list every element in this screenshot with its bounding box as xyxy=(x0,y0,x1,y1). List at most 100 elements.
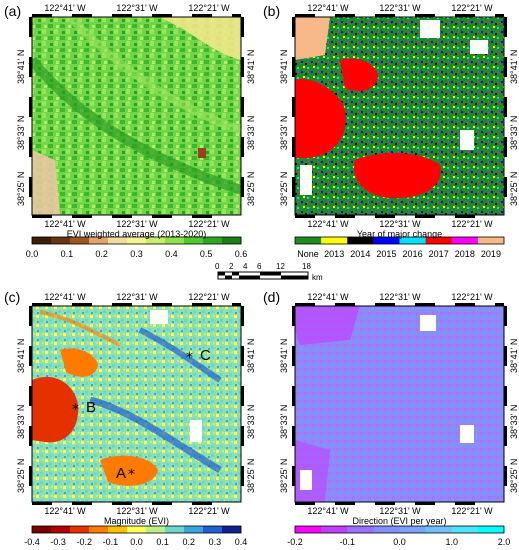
colorbar-swatch xyxy=(165,237,185,244)
colorbar-swatch xyxy=(295,237,322,244)
colorbar-tick-label: -0.3 xyxy=(50,537,66,547)
lon-label: 122°41' W xyxy=(307,292,349,302)
colorbar-frame xyxy=(294,525,505,534)
frame-bars xyxy=(29,14,507,505)
scale-tick: 12 xyxy=(276,262,285,271)
colorbar-swatch xyxy=(89,526,109,533)
lat-label: 38°25' N xyxy=(279,458,289,493)
lon-label: 122°21' W xyxy=(451,506,493,516)
colorbar-swatch xyxy=(373,237,400,244)
colorbar-swatch xyxy=(70,526,90,533)
colorbar-c xyxy=(31,525,242,534)
colorbar-d xyxy=(294,525,505,534)
lon-label: 122°41' W xyxy=(44,292,86,302)
lat-label: 38°33' N xyxy=(16,115,26,150)
lat-label: 38°33' N xyxy=(509,404,519,439)
lat-label: 38°25' N xyxy=(509,171,519,206)
lat-label: 38°41' N xyxy=(509,338,519,373)
colorbar-swatch xyxy=(203,526,223,533)
colorbar-frame xyxy=(31,525,242,534)
colorbar-tick-label: -0.2 xyxy=(76,537,92,547)
lat-label: 38°33' N xyxy=(279,404,289,439)
lat-label: 38°25' N xyxy=(246,458,256,493)
lon-label: 122°21' W xyxy=(451,219,493,229)
colorbar-swatch xyxy=(425,526,453,533)
scale-unit: km xyxy=(312,273,323,282)
lon-label: 122°31' W xyxy=(379,506,421,516)
lat-label: 38°33' N xyxy=(509,115,519,150)
panel-label-b: (b) xyxy=(263,3,281,19)
colorbar-tick-label: 0.3 xyxy=(208,537,222,547)
colorbar-tick-label: 0.4 xyxy=(165,249,178,259)
colorbar-tick-label: 1.0 xyxy=(445,537,458,547)
point-label-c: C xyxy=(200,347,211,364)
lat-label: 38°41' N xyxy=(246,49,256,84)
colorbar-swatch xyxy=(477,526,505,533)
lat-label: 38°33' N xyxy=(246,404,256,439)
colorbar-frame xyxy=(294,236,505,245)
map-b xyxy=(294,16,505,216)
lon-label: 122°41' W xyxy=(307,219,349,229)
lon-label: 122°21' W xyxy=(188,292,230,302)
colorbar-tick-label: 0.0 xyxy=(25,249,39,259)
colorbar-tick-label: 0.3 xyxy=(130,249,143,259)
panel-label-d: (d) xyxy=(263,289,281,305)
colorbar-swatch xyxy=(165,526,185,533)
colorbar-title-a: EVI weighted average (2013-2020) xyxy=(66,229,207,239)
colorbar-swatch xyxy=(32,237,52,244)
lon-label: 122°31' W xyxy=(116,506,158,516)
lon-label: 122°41' W xyxy=(44,506,86,516)
colorbar-tick-label: 2015 xyxy=(376,249,397,259)
colorbar-tick-label: None xyxy=(297,249,319,259)
colorbar-tick-label: 2019 xyxy=(480,249,501,259)
colorbar-swatch xyxy=(425,237,453,244)
lat-label: 38°33' N xyxy=(16,404,26,439)
colorbar-swatch xyxy=(184,237,204,244)
point-markers: * * * xyxy=(72,350,193,483)
lon-label: 122°31' W xyxy=(379,3,421,13)
lon-label: 122°31' W xyxy=(116,292,158,302)
colorbar-a xyxy=(31,236,242,245)
lat-label: 38°25' N xyxy=(509,458,519,493)
colorbar-frame xyxy=(31,236,242,245)
colorbar-title-b: Year of major change xyxy=(356,229,443,239)
colorbar-tick-label: 2016 xyxy=(402,249,423,259)
lat-label: 38°41' N xyxy=(16,49,26,84)
lon-label: 122°21' W xyxy=(451,292,493,302)
colorbar-swatch xyxy=(146,526,166,533)
colorbar-tick-label: 0.0 xyxy=(393,537,406,547)
colorbar-tick-label: 0.2 xyxy=(182,537,195,547)
colorbar-swatch xyxy=(373,526,400,533)
scale-tick: 6 xyxy=(257,262,262,271)
colorbar-swatch xyxy=(184,526,204,533)
scale-tick: 0 xyxy=(215,262,220,271)
colorbar-swatch xyxy=(51,526,71,533)
colorbar-swatch xyxy=(321,526,348,533)
point-a-star: * xyxy=(128,467,135,483)
lon-label: 122°41' W xyxy=(44,3,86,13)
colorbar-tick-label: 0.2 xyxy=(95,249,108,259)
colorbar-swatch xyxy=(108,526,128,533)
lon-label: 122°21' W xyxy=(188,3,230,13)
lon-label: 122°31' W xyxy=(116,219,158,229)
colorbar-swatch xyxy=(70,237,90,244)
colorbar-tick-label: -0.4 xyxy=(24,537,40,547)
panel-label-a: (a) xyxy=(4,3,22,19)
lat-label: 38°33' N xyxy=(279,115,289,150)
colorbar-tick-label: -0.2 xyxy=(287,537,303,547)
colorbar-tick-label: -0.1 xyxy=(339,537,355,547)
colorbar-swatch xyxy=(399,237,426,244)
colorbar-tick-label: 2.0 xyxy=(497,537,511,547)
colorbar-swatch xyxy=(321,237,348,244)
colorbar-swatch xyxy=(127,526,147,533)
colorbar-swatch xyxy=(127,237,147,244)
colorbar-b xyxy=(294,236,505,245)
colorbar-tick-label: 0.4 xyxy=(234,537,248,547)
lon-label: 122°21' W xyxy=(188,219,230,229)
lon-label: 122°21' W xyxy=(451,3,493,13)
colorbar-swatch xyxy=(477,237,505,244)
point-b-star: * xyxy=(72,402,79,418)
lat-label: 38°25' N xyxy=(246,171,256,206)
lon-label: 122°31' W xyxy=(379,292,421,302)
